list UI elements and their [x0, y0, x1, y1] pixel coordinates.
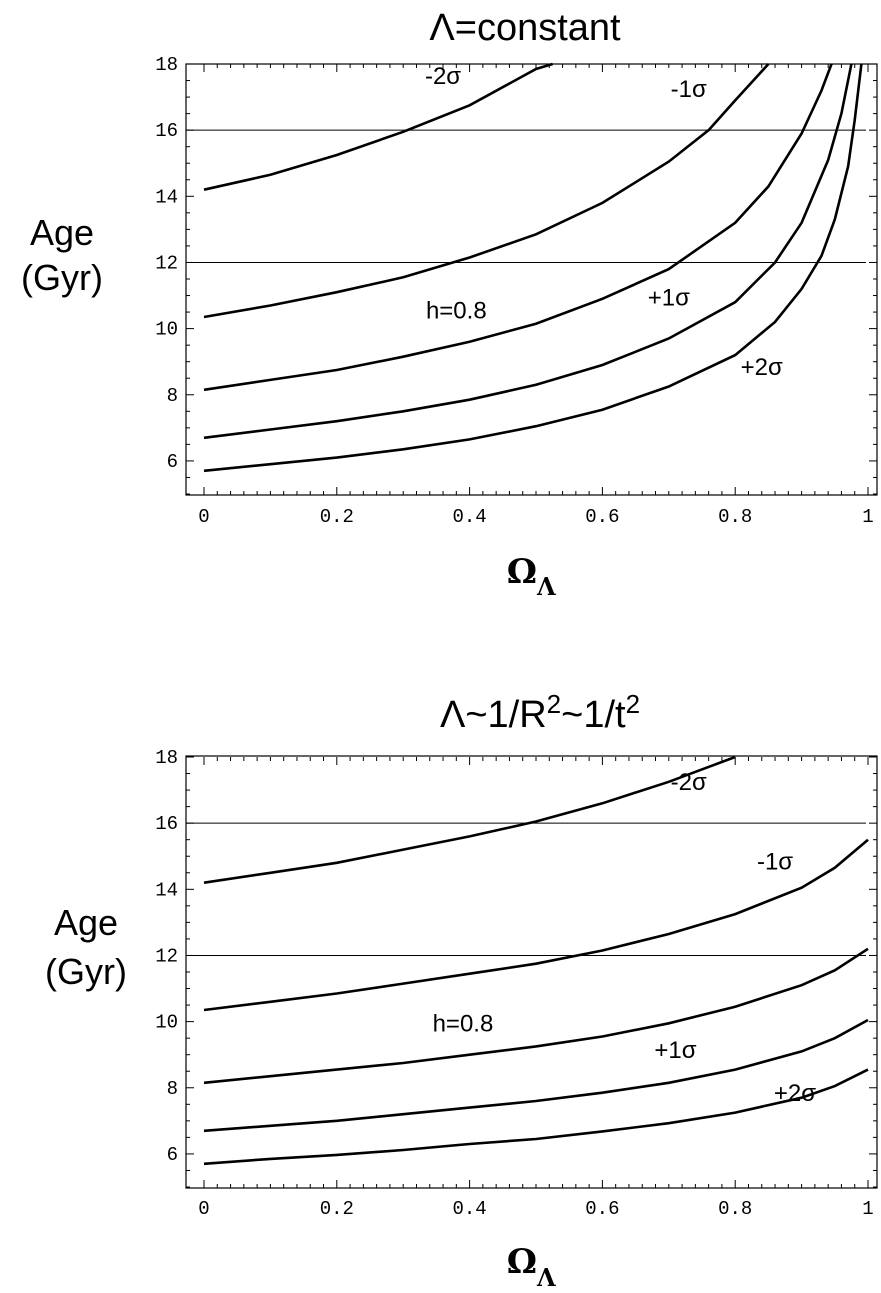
y-tick-label: 8 — [167, 385, 178, 407]
data-curves — [203, 62, 863, 473]
x-ticks: 0 0.2 0.4 0.6 0.8 1 — [198, 757, 874, 1220]
curve-label: h=0.8 — [433, 1011, 494, 1038]
x-axis-label: Ω — [507, 552, 537, 592]
x-tick-label: 0.8 — [718, 506, 752, 528]
curve-series-5 — [203, 63, 863, 473]
curve-label: +1σ — [654, 1037, 696, 1064]
data-curves — [203, 755, 869, 1166]
curve-label: h=0.8 — [426, 298, 487, 325]
curve-series-3 — [203, 63, 833, 392]
reference-lines — [186, 129, 866, 263]
curve-label: +2σ — [741, 354, 783, 381]
y-axis-label-line1: Age — [54, 902, 118, 943]
chart-title: Λ=constant — [429, 7, 621, 49]
y-axis-label-line1: Age — [30, 212, 94, 253]
x-tick-label: 1 — [862, 506, 873, 528]
y-tick-label: 12 — [155, 945, 178, 967]
curve-label: +1σ — [648, 284, 690, 311]
y-tick-label: 14 — [155, 879, 178, 901]
curve-series-1 — [203, 755, 736, 884]
y-tick-label: 18 — [155, 54, 178, 76]
curve-series-5 — [203, 1068, 869, 1166]
title-superscript-1: 2 — [547, 689, 561, 719]
curve-label: -1σ — [671, 76, 707, 103]
x-axis-label-subscript: Λ — [536, 572, 556, 601]
y-tick-label: 18 — [155, 747, 178, 769]
chart-panel-decaying-lambda: Λ~1/R2~1/t2 Age (Gyr) 0 0.2 0.4 0.6 0.8 1 681… — [45, 689, 878, 1292]
title-superscript-2: 2 — [626, 689, 640, 719]
x-ticks: 0 0.2 0.4 0.6 0.8 1 — [198, 64, 874, 528]
chart-title: Λ~1/R2~1/t2 — [440, 689, 640, 736]
y-axis-label-line2: (Gyr) — [21, 257, 103, 298]
x-tick-label: 0.8 — [718, 1198, 752, 1220]
y-ticks: 6 8 10 12 14 16 18 — [155, 747, 877, 1188]
plot-frame — [185, 63, 878, 496]
title-part-a: Λ~1/R — [440, 694, 547, 736]
x-axis-label: Ω — [507, 1242, 537, 1282]
x-tick-label: 1 — [862, 1198, 873, 1220]
curve-series-2 — [203, 63, 770, 319]
curve-series-3 — [203, 947, 869, 1085]
y-tick-label: 16 — [155, 813, 178, 835]
x-tick-label: 0.4 — [452, 1198, 486, 1220]
y-tick-label: 16 — [155, 120, 178, 142]
x-tick-label: 0.4 — [452, 506, 486, 528]
x-tick-label: 0.6 — [585, 506, 619, 528]
reference-lines — [186, 822, 866, 956]
y-tick-label: 14 — [155, 186, 178, 208]
y-ticks: 6 8 10 12 14 16 18 — [155, 54, 877, 495]
curve-label: -1σ — [757, 848, 793, 875]
chart-panel-constant-lambda: Λ=constant Age (Gyr) 0 0.2 0.4 0.6 0.8 1 6 8 10… — [21, 7, 878, 601]
x-tick-label: 0 — [198, 506, 209, 528]
y-tick-label: 6 — [167, 451, 178, 473]
curve-series-2 — [203, 838, 869, 1012]
curve-label: +2σ — [774, 1080, 816, 1107]
curve-label: -2σ — [671, 769, 707, 796]
x-tick-label: 0.2 — [320, 1198, 354, 1220]
curve-series-4 — [203, 63, 853, 440]
curve-labels: -2σ -1σ h=0.8 +1σ +2σ — [425, 63, 783, 381]
x-tick-label: 0.6 — [585, 1198, 619, 1220]
y-tick-label: 12 — [155, 252, 178, 274]
y-tick-label: 8 — [167, 1078, 178, 1100]
y-axis-label-line2: (Gyr) — [45, 951, 127, 992]
x-tick-label: 0.2 — [320, 506, 354, 528]
curve-labels: -2σ -1σ h=0.8 +1σ +2σ — [433, 769, 817, 1107]
x-axis-label-subscript: Λ — [536, 1263, 556, 1292]
curve-series-4 — [203, 1018, 869, 1133]
curve-series-1 — [203, 62, 553, 191]
y-tick-label: 10 — [155, 1012, 178, 1034]
y-tick-label: 6 — [167, 1144, 178, 1166]
title-part-b: ~1/t — [561, 694, 626, 736]
y-tick-label: 10 — [155, 319, 178, 341]
x-tick-label: 0 — [198, 1198, 209, 1220]
curve-label: -2σ — [425, 63, 461, 90]
